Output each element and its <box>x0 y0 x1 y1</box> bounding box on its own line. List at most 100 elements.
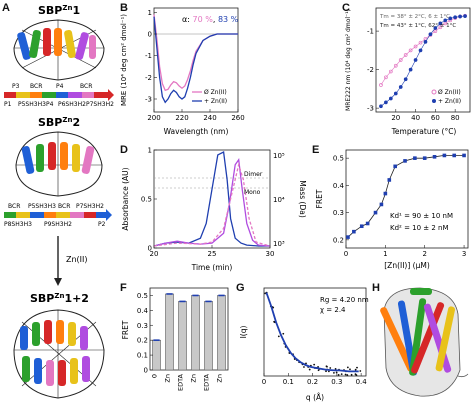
series-1-point <box>379 104 383 109</box>
sequence-bar-1 <box>4 89 114 101</box>
row1-bottom-0: P1 <box>4 101 12 108</box>
y-tick-label: -1 <box>145 52 152 60</box>
chart-f-frame <box>149 287 229 371</box>
x-tick-label: 260 <box>231 114 244 122</box>
sequence-bar-2 <box>4 209 112 221</box>
x-tick-label: 200 <box>147 114 160 122</box>
saxs-point <box>349 368 351 371</box>
y-tick-label: 0 <box>148 245 152 253</box>
panel-e-letter: E <box>312 144 320 156</box>
saxs-point <box>325 365 328 368</box>
x-tick-label: 0.1 <box>283 378 294 386</box>
saxs-point <box>313 363 316 366</box>
series-1-point <box>384 100 388 105</box>
row2-top-3: P7SH3H2 <box>76 203 104 210</box>
panel-b: B 200 220 240 260 -3 -2 -1 0 1 Ø Zn(II) + Zn(II) α… <box>120 0 245 140</box>
panel-d: D 20 25 30 0 0.5 1 Dimer Mono Time (min) Abso… <box>120 142 310 274</box>
legend-label-0: Ø Zn(II) <box>204 89 227 96</box>
saxs-point <box>350 373 353 376</box>
series-1-point <box>453 15 458 20</box>
chart-g-annotation-0: Rg = 4.20 nm <box>320 296 369 304</box>
legend-label-1: + Zn(II) <box>204 98 227 105</box>
category-label: EDTA <box>203 373 211 391</box>
series-line-2 <box>153 162 271 247</box>
row2-bottom-0: P8SH3H3 <box>4 221 32 228</box>
saxs-point <box>305 362 307 365</box>
y-tick-label: 0.1 <box>137 352 148 360</box>
panel-d-letter: D <box>120 144 128 156</box>
y-tick-label: 1 <box>148 9 152 17</box>
x-tick-label: 240 <box>203 114 216 122</box>
x-tick-label: 0.3 <box>331 378 342 386</box>
y-tick-label: 0.5 <box>141 196 152 204</box>
saxs-point <box>344 373 347 376</box>
chart-g: 0 0.1 0.2 0.3 0.4 Rg = 4.20 nm χ = 2.4 q (Å)… <box>239 287 369 402</box>
series-1-point <box>433 26 438 30</box>
chart-d-annotation-0: Dimer <box>244 171 263 178</box>
x-tick-label: 40 <box>411 114 420 122</box>
chart-c-annotation-0: Tm = 38° ± 2°C, 6 ± 1°C <box>379 14 450 20</box>
x-tick-label: 0 <box>344 250 348 258</box>
data-point <box>387 178 392 182</box>
data-point <box>422 156 427 160</box>
saxs-point <box>337 373 340 376</box>
series-0-point <box>398 58 403 62</box>
fit-line <box>347 155 465 238</box>
saxs-point <box>303 366 305 368</box>
panel-a: A SBPZn1 P3 BCR P4 <box>0 0 118 404</box>
panel-c-letter: C <box>342 2 350 14</box>
series-1-point <box>398 85 403 89</box>
arrow-head-icon <box>54 278 62 286</box>
category-label: Zn <box>216 374 224 383</box>
series-0-point <box>384 75 388 80</box>
row2-top-2: BCR <box>58 203 70 210</box>
chart-b-xlabel: Wavelength (nm) <box>164 127 229 136</box>
title2-text: SBPZn2 <box>38 116 80 129</box>
y-tick-label: 0.5 <box>333 155 344 163</box>
chart-d: 20 25 30 0 0.5 1 Dimer Mono Time (min) Absorb… <box>121 147 307 273</box>
series-0-point <box>379 83 383 87</box>
panel-e: E 0 1 2 3 0.2 0.3 0.4 0.5 Kd¹ = 90 ± 10 nM Kd² … <box>312 142 474 274</box>
x-tick-label: 0 <box>262 378 266 386</box>
x-tick-label: 20 <box>391 114 400 122</box>
x-tick-label: 20 <box>150 250 159 258</box>
saxs-point <box>356 366 358 369</box>
protein-cage-2 <box>15 131 103 197</box>
data-point <box>346 235 350 239</box>
x-tick-label: 25 <box>208 250 217 258</box>
chart-c-annotation-1: Tm = 43° ± 1°C, 62° ± 1°C <box>379 23 456 29</box>
category-label: Zn <box>164 374 172 383</box>
category-label: Zn <box>190 374 198 383</box>
saxs-point <box>282 332 285 335</box>
chart-d-ylabel: Absorbance (AU) <box>121 167 130 230</box>
bar <box>217 295 226 371</box>
series-1-point <box>413 58 418 62</box>
saxs-point <box>329 367 332 369</box>
row2-top-0: BCR <box>8 203 20 210</box>
x-tick-label: 0.4 <box>356 378 368 386</box>
fit-line <box>265 292 359 373</box>
chart-d-rtick-1: 10⁴ <box>273 196 285 204</box>
category-label: 0 <box>151 374 159 378</box>
x-tick-label: 30 <box>266 250 275 258</box>
saxs-envelope-model <box>380 287 469 397</box>
saxs-point <box>325 370 327 373</box>
x-tick-label: 0.2 <box>307 378 318 386</box>
y-tick-label: 0 <box>148 31 152 39</box>
data-point <box>442 153 447 158</box>
panel-f-letter: F <box>120 282 127 294</box>
chart-d-frame <box>153 149 271 249</box>
x-tick-label: 2 <box>422 250 426 258</box>
row2-top-1: P5SH3H3 <box>28 203 56 210</box>
chart-c-legend-1: + Zn(II) <box>438 98 461 105</box>
saxs-point <box>308 368 311 371</box>
chart-e-annotation-0: Kd¹ = 90 ± 10 nM <box>390 212 453 220</box>
chart-b-ylabel: MRE (10⁴ deg cm² dmol⁻¹) <box>120 14 128 106</box>
y-tick-label: -2 <box>367 66 374 74</box>
arrow-label: Zn(II) <box>66 255 88 264</box>
saxs-point <box>334 367 337 370</box>
row2-bottom-2: P2 <box>98 221 106 228</box>
chart-g-frame <box>263 287 367 377</box>
series-1-point <box>438 21 443 26</box>
y-tick-label: -1 <box>367 28 374 36</box>
